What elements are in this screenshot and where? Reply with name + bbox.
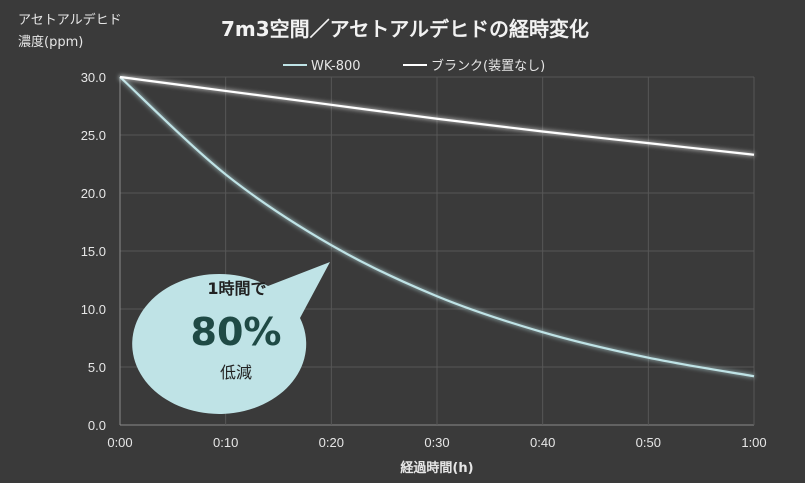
legend: WK-800 ブランク(装置なし) [283, 58, 545, 74]
y-ticks: 0.0 5.0 10.0 15.0 20.0 25.0 30.0 [81, 70, 106, 433]
x-tick-label: 0:20 [319, 435, 344, 450]
series-line-2 [119, 75, 755, 156]
x-tick-label: 0:30 [424, 435, 449, 450]
legend-label-2: ブランク(装置なし) [431, 58, 545, 74]
y-tick-label: 0.0 [88, 418, 106, 433]
series-line-1 [119, 76, 755, 378]
y-axis-label-line2: 濃度(ppm) [18, 34, 83, 50]
x-tick-label: 0:10 [213, 435, 238, 450]
callout-line3: 低減 [220, 363, 252, 382]
y-tick-label: 25.0 [81, 128, 106, 143]
callout-bubble [132, 262, 330, 414]
x-tick-label: 0:00 [107, 435, 132, 450]
x-ticks: 0:00 0:10 0:20 0:30 0:40 0:50 1:00 [107, 435, 766, 450]
x-axis-label: 経過時間(h) [400, 460, 473, 476]
callout-percent: 80% [191, 310, 282, 354]
chart-title: 7m3空間／アセトアルデヒドの経時変化 [221, 17, 589, 41]
y-tick-label: 15.0 [81, 244, 106, 259]
legend-label-1: WK-800 [311, 59, 361, 74]
x-tick-label: 0:50 [636, 435, 661, 450]
y-tick-label: 20.0 [81, 186, 106, 201]
callout: 1時間で 80% 低減 [132, 262, 330, 414]
y-axis-label-line1: アセトアルデヒド [18, 12, 122, 28]
y-tick-label: 10.0 [81, 302, 106, 317]
y-tick-label: 5.0 [88, 360, 106, 375]
grid [119, 76, 755, 426]
x-tick-label: 1:00 [741, 435, 766, 450]
y-tick-label: 30.0 [81, 70, 106, 85]
callout-line1: 1時間で [207, 279, 266, 298]
x-tick-label: 0:40 [530, 435, 555, 450]
series-lines [119, 75, 755, 378]
